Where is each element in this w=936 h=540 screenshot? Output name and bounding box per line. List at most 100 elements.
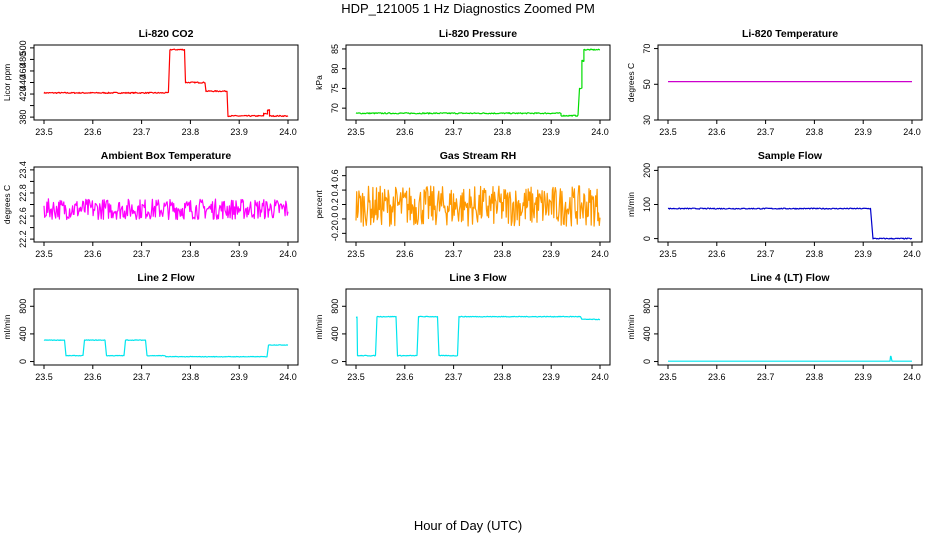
panel-title: Sample Flow — [758, 150, 823, 162]
x-tick-label: 23.5 — [347, 372, 365, 382]
x-tick-label: 23.9 — [542, 372, 560, 382]
x-axis-title: Hour of Day (UTC) — [413, 518, 523, 533]
x-tick-label: 23.8 — [182, 249, 200, 259]
chart-panel: Line 2 Flow ml/min 23.5 23.6 23.7 23.8 23.9 24.… — [2, 272, 299, 382]
y-tick-label: 70 — [330, 103, 340, 113]
y-tick-label: 440 — [18, 75, 28, 90]
x-tick-label: 23.9 — [542, 249, 560, 259]
series-line — [43, 48, 289, 118]
plot-frame — [657, 288, 923, 366]
x-tick-label: 23.7 — [133, 372, 151, 382]
chart-panel: Line 3 Flow ml/min 23.5 23.6 23.7 23.8 23.9 24.… — [314, 272, 611, 382]
y-tick-label: 480 — [18, 52, 28, 67]
x-tick-label: 23.8 — [806, 249, 824, 259]
y-tick-label: 30 — [642, 115, 652, 125]
y-tick-label: 85 — [330, 44, 340, 54]
x-tick-label: 24.0 — [903, 249, 921, 259]
x-tick-label: 23.7 — [445, 249, 463, 259]
y-axis-label: ml/min — [626, 314, 636, 339]
y-tick-label: 800 — [330, 299, 340, 314]
y-axis-label: ml/min — [2, 314, 12, 339]
y-tick-label: -0.2 — [330, 226, 340, 242]
y-axis-label: degrees C — [626, 63, 636, 102]
panel-title: Line 3 Flow — [449, 272, 507, 284]
x-tick-label: 23.6 — [84, 127, 102, 137]
x-tick-label: 23.6 — [84, 372, 102, 382]
y-tick-label: 50 — [642, 79, 652, 89]
x-tick-label: 23.6 — [84, 249, 102, 259]
plot-frame — [345, 288, 611, 366]
plot-frame — [33, 288, 299, 366]
x-tick-label: 23.7 — [133, 127, 151, 137]
y-axis-label: Licor ppm — [2, 64, 12, 101]
panel-title: Line 4 (LT) Flow — [750, 272, 830, 284]
y-tick-label: 0 — [330, 359, 340, 364]
y-axis-label: kPa — [314, 75, 324, 90]
panel-title: Li-820 Pressure — [439, 28, 517, 40]
series-line — [355, 185, 601, 227]
y-tick-label: 420 — [18, 87, 28, 102]
y-tick-label: 800 — [642, 299, 652, 314]
y-tick-label: 22.6 — [18, 207, 28, 225]
chart-panel: Li-820 Temperature degrees C 23.5 23.6 23.7 2… — [626, 28, 923, 137]
y-tick-label: 70 — [642, 44, 652, 54]
x-tick-label: 23.8 — [494, 372, 512, 382]
x-tick-label: 23.9 — [230, 372, 248, 382]
x-tick-label: 24.0 — [279, 127, 297, 137]
chart-panel: Li-820 CO2 Licor ppm 23.5 23.6 23.7 23.8 23.9 2… — [2, 28, 299, 137]
series-line — [355, 48, 601, 117]
y-tick-label: 0 — [642, 359, 652, 364]
y-tick-label: 460 — [18, 63, 28, 78]
x-tick-label: 24.0 — [591, 249, 609, 259]
x-tick-label: 23.8 — [494, 127, 512, 137]
y-tick-label: 200 — [642, 163, 652, 178]
x-tick-label: 23.5 — [347, 127, 365, 137]
x-tick-label: 23.5 — [659, 249, 677, 259]
chart-panel: Line 4 (LT) Flow ml/min 23.5 23.6 23.7 23.8 23… — [626, 272, 923, 382]
x-tick-label: 23.7 — [757, 127, 775, 137]
x-tick-label: 23.8 — [494, 249, 512, 259]
y-tick-label: 100 — [642, 197, 652, 212]
x-tick-label: 24.0 — [903, 372, 921, 382]
x-tick-label: 23.6 — [708, 249, 726, 259]
y-tick-label: 0 — [642, 236, 652, 241]
y-tick-label: 500 — [18, 40, 28, 55]
series-line — [668, 355, 912, 362]
series-line — [43, 339, 289, 358]
series-line — [355, 315, 601, 357]
x-tick-label: 23.8 — [182, 127, 200, 137]
series-line — [667, 207, 913, 240]
x-tick-label: 24.0 — [591, 372, 609, 382]
x-tick-label: 23.8 — [182, 372, 200, 382]
x-tick-label: 23.7 — [445, 127, 463, 137]
x-tick-label: 23.6 — [396, 127, 414, 137]
y-tick-label: 22.8 — [18, 184, 28, 202]
x-tick-label: 23.8 — [806, 127, 824, 137]
x-tick-label: 23.7 — [757, 249, 775, 259]
x-tick-label: 24.0 — [279, 372, 297, 382]
y-tick-label: 75 — [330, 83, 340, 93]
chart-panel: Gas Stream RH percent 23.5 23.6 23.7 23.8 23.9… — [314, 150, 611, 259]
x-tick-label: 24.0 — [591, 127, 609, 137]
panel-title: Line 2 Flow — [137, 272, 195, 284]
x-tick-label: 23.6 — [708, 372, 726, 382]
x-tick-label: 23.6 — [708, 127, 726, 137]
x-tick-label: 23.9 — [230, 127, 248, 137]
chart-panel: Ambient Box Temperature degrees C 23.5 23.6… — [2, 150, 299, 259]
x-tick-label: 23.6 — [396, 372, 414, 382]
x-tick-label: 23.5 — [35, 372, 53, 382]
x-tick-label: 23.7 — [757, 372, 775, 382]
y-tick-label: 0.2 — [330, 198, 340, 211]
y-tick-label: 400 — [18, 326, 28, 341]
y-tick-label: 22.2 — [18, 230, 28, 248]
x-tick-label: 23.5 — [659, 372, 677, 382]
y-tick-label: 0.4 — [330, 184, 340, 197]
x-tick-label: 23.9 — [230, 249, 248, 259]
plot-frame — [345, 44, 611, 121]
chart-panel: Li-820 Pressure kPa 23.5 23.6 23.7 23.8 23.9 24… — [314, 28, 611, 137]
y-axis-label: degrees C — [2, 185, 12, 224]
x-tick-label: 23.7 — [445, 372, 463, 382]
y-tick-label: 0.0 — [330, 213, 340, 226]
y-tick-label: 400 — [330, 326, 340, 341]
